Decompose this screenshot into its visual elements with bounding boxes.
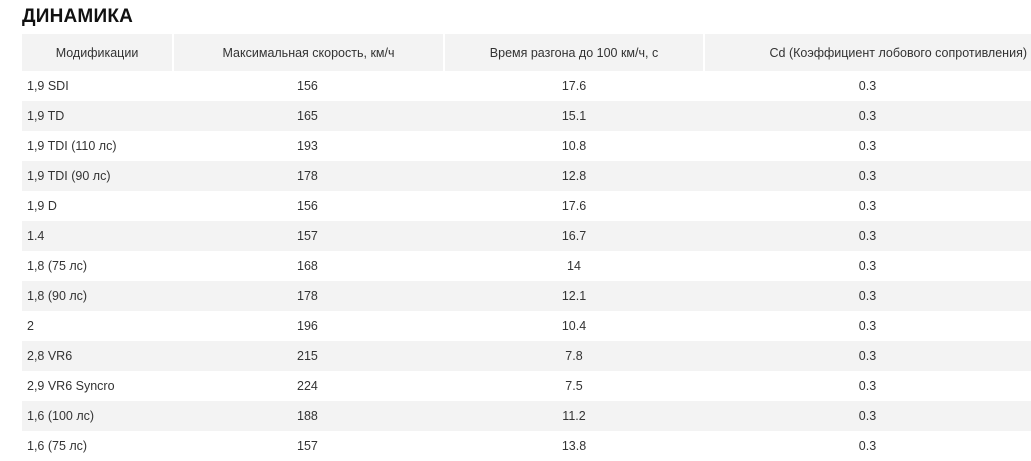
column-header-drag-coefficient: Cd (Коэффициент лобового сопротивления) xyxy=(703,34,1031,71)
cell-drag-coefficient: 0.3 xyxy=(858,79,877,93)
cell-max-speed: 178 xyxy=(173,281,444,311)
cell-modification: 1,6 (75 лс) xyxy=(27,439,88,453)
cell-drag-coefficient: 0.3 xyxy=(858,259,877,273)
cell-modification: 2 xyxy=(27,319,34,333)
cell-drag-coefficient: 0.3 xyxy=(858,439,877,453)
table-row: 1,8 (90 лс) 178 12.1 0.3 xyxy=(22,281,1031,311)
column-header-max-speed: Максимальная скорость, км/ч xyxy=(172,34,444,71)
cell-modification: 1,9 SDI xyxy=(27,79,69,93)
table-row: 1,9 TD 165 15.1 0.3 xyxy=(22,101,1031,131)
cell-max-speed: 157 xyxy=(297,439,318,453)
page-title: ДИНАМИКА xyxy=(22,6,134,27)
cell-max-speed: 178 xyxy=(173,161,444,191)
table-body: 1,9 SDI 156 17.6 0.3 1,9 TD 165 15.1 0.3 1,9 TDI… xyxy=(22,71,1031,461)
cell-drag-coefficient: 0.3 xyxy=(704,401,1031,431)
table-row: 2,9 VR6 Syncro 224 7.5 0.3 xyxy=(22,371,1031,401)
cell-max-speed: 156 xyxy=(297,199,318,213)
cell-drag-coefficient: 0.3 xyxy=(704,341,1031,371)
cell-acceleration: 12.1 xyxy=(444,281,704,311)
cell-acceleration: 10.8 xyxy=(561,139,587,153)
cell-drag-coefficient: 0.3 xyxy=(858,199,877,213)
cell-max-speed: 157 xyxy=(173,221,444,251)
table-row: 1,6 (100 лс) 188 11.2 0.3 xyxy=(22,401,1031,431)
cell-acceleration: 7.8 xyxy=(444,341,704,371)
cell-drag-coefficient: 0.3 xyxy=(704,101,1031,131)
cell-max-speed: 193 xyxy=(297,139,318,153)
cell-acceleration: 10.4 xyxy=(561,319,587,333)
cell-modification: 1,9 TD xyxy=(22,101,173,131)
cell-modification: 1,8 (75 лс) xyxy=(27,259,88,273)
cell-drag-coefficient: 0.3 xyxy=(858,379,877,393)
cell-drag-coefficient: 0.3 xyxy=(704,281,1031,311)
dynamics-table: Модификации Максимальная скорость, км/ч … xyxy=(22,34,1031,461)
table-row: 1.4 157 16.7 0.3 xyxy=(22,221,1031,251)
cell-modification: 1,6 (100 лс) xyxy=(22,401,173,431)
cell-modification: 1,9 TDI (110 лс) xyxy=(27,139,117,153)
header-row: Модификации Максимальная скорость, км/ч … xyxy=(22,34,1031,71)
table-header: Модификации Максимальная скорость, км/ч … xyxy=(22,34,1031,71)
cell-max-speed: 156 xyxy=(297,79,318,93)
cell-max-speed: 168 xyxy=(297,259,318,273)
cell-drag-coefficient: 0.3 xyxy=(704,221,1031,251)
table-row: 1,9 TDI (110 лс) 193 10.8 0.3 xyxy=(22,131,1031,161)
column-header-modification: Модификации xyxy=(22,34,173,71)
cell-acceleration: 12.8 xyxy=(444,161,704,191)
cell-acceleration: 15.1 xyxy=(444,101,704,131)
table-row: 2,8 VR6 215 7.8 0.3 xyxy=(22,341,1031,371)
cell-acceleration: 17.6 xyxy=(561,199,587,213)
cell-drag-coefficient: 0.3 xyxy=(704,161,1031,191)
cell-max-speed: 165 xyxy=(173,101,444,131)
table-row: 2 196 10.4 0.3 xyxy=(22,311,1031,341)
cell-acceleration: 7.5 xyxy=(565,379,583,393)
cell-modification: 1.4 xyxy=(22,221,173,251)
cell-acceleration: 14 xyxy=(567,259,581,273)
table-row: 1,9 D 156 17.6 0.3 xyxy=(22,191,1031,221)
cell-acceleration: 13.8 xyxy=(561,439,587,453)
cell-modification: 1,8 (90 лс) xyxy=(22,281,173,311)
cell-acceleration: 11.2 xyxy=(444,401,704,431)
table-row: 1,6 (75 лс) 157 13.8 0.3 xyxy=(22,431,1031,461)
cell-max-speed: 224 xyxy=(297,379,318,393)
cell-modification: 2,9 VR6 Syncro xyxy=(27,379,115,393)
cell-max-speed: 196 xyxy=(297,319,318,333)
cell-drag-coefficient: 0.3 xyxy=(858,319,877,333)
cell-modification: 1,9 TDI (90 лс) xyxy=(22,161,173,191)
table-row: 1,9 TDI (90 лс) 178 12.8 0.3 xyxy=(22,161,1031,191)
cell-max-speed: 215 xyxy=(173,341,444,371)
column-header-acceleration: Время разгона до 100 км/ч, с xyxy=(443,34,704,71)
cell-drag-coefficient: 0.3 xyxy=(858,139,877,153)
table-row: 1,8 (75 лс) 168 14 0.3 xyxy=(22,251,1031,281)
table-row: 1,9 SDI 156 17.6 0.3 xyxy=(22,71,1031,101)
cell-modification: 2,8 VR6 xyxy=(22,341,173,371)
cell-modification: 1,9 D xyxy=(27,199,57,213)
cell-max-speed: 188 xyxy=(173,401,444,431)
cell-acceleration: 16.7 xyxy=(444,221,704,251)
cell-acceleration: 17.6 xyxy=(561,79,587,93)
